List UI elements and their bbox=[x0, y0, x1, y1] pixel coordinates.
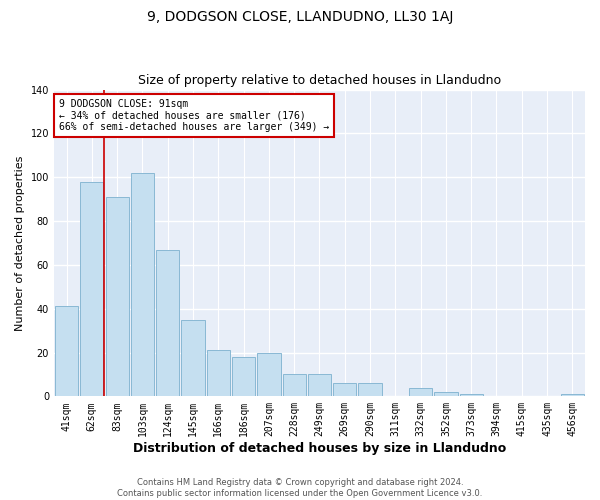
Bar bbox=[181, 320, 205, 396]
Bar bbox=[156, 250, 179, 396]
Bar bbox=[257, 352, 281, 397]
Text: 9, DODGSON CLOSE, LLANDUDNO, LL30 1AJ: 9, DODGSON CLOSE, LLANDUDNO, LL30 1AJ bbox=[147, 10, 453, 24]
Y-axis label: Number of detached properties: Number of detached properties bbox=[15, 156, 25, 330]
X-axis label: Distribution of detached houses by size in Llandudno: Distribution of detached houses by size … bbox=[133, 442, 506, 455]
Bar bbox=[283, 374, 306, 396]
Bar bbox=[358, 383, 382, 396]
Bar bbox=[131, 173, 154, 396]
Text: Contains HM Land Registry data © Crown copyright and database right 2024.
Contai: Contains HM Land Registry data © Crown c… bbox=[118, 478, 482, 498]
Bar bbox=[80, 182, 103, 396]
Bar bbox=[308, 374, 331, 396]
Bar bbox=[460, 394, 483, 396]
Bar bbox=[434, 392, 458, 396]
Bar bbox=[206, 350, 230, 397]
Text: 9 DODGSON CLOSE: 91sqm
← 34% of detached houses are smaller (176)
66% of semi-de: 9 DODGSON CLOSE: 91sqm ← 34% of detached… bbox=[59, 99, 329, 132]
Bar bbox=[333, 383, 356, 396]
Title: Size of property relative to detached houses in Llandudno: Size of property relative to detached ho… bbox=[138, 74, 501, 87]
Bar bbox=[106, 197, 129, 396]
Bar bbox=[561, 394, 584, 396]
Bar bbox=[232, 357, 255, 397]
Bar bbox=[409, 388, 432, 396]
Bar bbox=[55, 306, 78, 396]
